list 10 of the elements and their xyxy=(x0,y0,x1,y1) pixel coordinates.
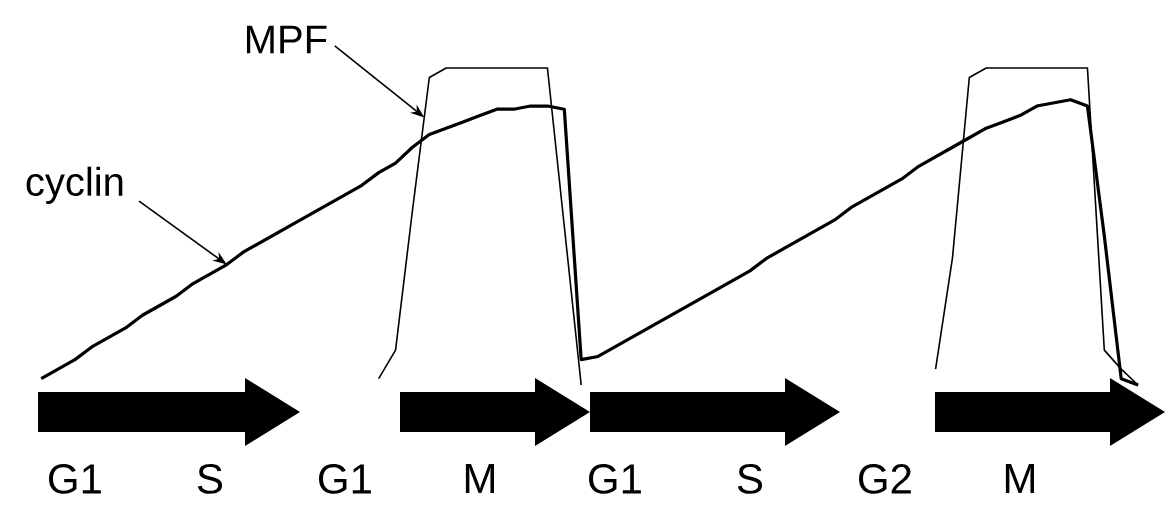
x-tick-label: M xyxy=(465,464,494,493)
text: cyclin xyxy=(26,166,123,204)
x-tick-label: G1 xyxy=(49,464,101,494)
x-tick-label: S xyxy=(737,464,763,494)
x-tick-label: G1 xyxy=(589,464,641,494)
x-tick-label: M xyxy=(1005,464,1034,493)
x-tick-label: G2 xyxy=(859,464,911,494)
x-tick-label: G1 xyxy=(319,464,371,494)
text: MPF xyxy=(246,25,327,54)
x-tick-label: S xyxy=(197,464,223,494)
